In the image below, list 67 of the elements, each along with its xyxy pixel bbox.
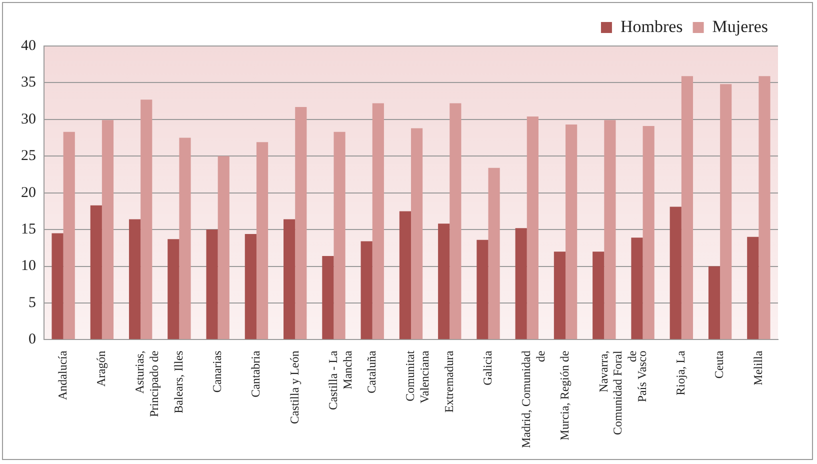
y-tick-label: 5 [28,294,36,311]
bar [140,100,152,340]
y-tick-label: 10 [21,258,36,274]
x-tick-label: Asturias, Principado de [132,350,162,418]
x-tick-label: Cantabria [248,350,263,398]
bar [372,103,384,340]
y-tick-label: 0 [28,332,36,348]
bar [708,266,720,340]
x-tick-label: Castilla - La Mancha [326,350,354,410]
bar [438,224,450,340]
bar [604,120,616,340]
x-tick-label: Murcia, Región de [558,350,572,440]
x-tick-label: Madrid, Comunidad de [519,350,548,448]
y-tick-label: 35 [21,74,36,91]
bar [244,234,256,340]
bar [554,252,566,340]
bar [476,240,488,340]
x-tick-label: Rioja, La [674,350,688,396]
bar [128,219,141,340]
y-tick-label: 30 [21,111,36,128]
x-tick-label: Canarias [210,350,224,393]
bar [168,239,180,340]
bar [566,124,578,340]
x-tick-label: Balears, Illes [171,350,186,414]
y-tick-label: 20 [21,184,36,201]
bar [747,236,759,340]
bar [681,76,694,340]
x-tick-label: Ceuta [712,350,726,379]
bar [52,233,64,340]
x-tick-label: Melilla [750,350,765,386]
bar [670,206,682,340]
bar [642,126,654,340]
x-tick-label: Andalucía [55,350,70,400]
bar [411,128,423,340]
x-tick-label: Aragón [94,350,108,387]
bar [90,205,102,340]
bar [102,120,114,340]
legend-label: Mujeres [712,16,768,36]
bar [592,252,604,340]
bar [295,106,307,340]
bar [450,103,462,340]
bar [526,116,538,340]
legend-label: Hombres [620,16,683,36]
bar [218,156,230,340]
bar [63,132,75,340]
bar [206,230,218,340]
bar [360,241,372,340]
x-tick-label: Galicia [480,350,494,386]
bar [488,168,500,340]
bar [515,228,527,340]
bar [334,132,346,340]
x-tick-label: Comunitat Valenciana [403,350,432,404]
bar [631,238,643,340]
bar [179,138,191,340]
y-tick-label: 40 [21,38,36,54]
bar [758,76,770,340]
y-tick-label: 25 [21,148,36,164]
bar [399,211,411,340]
bar [284,219,296,340]
bar [322,256,334,340]
y-tick-label: 15 [21,221,36,238]
x-tick-label: Extremadura [442,350,456,413]
x-tick-label: Cataluña [364,350,379,394]
bar [720,84,732,340]
x-tick-label: Castilla y León [287,350,302,424]
x-tick-label: País Vasco [634,350,649,402]
bar [256,142,268,340]
